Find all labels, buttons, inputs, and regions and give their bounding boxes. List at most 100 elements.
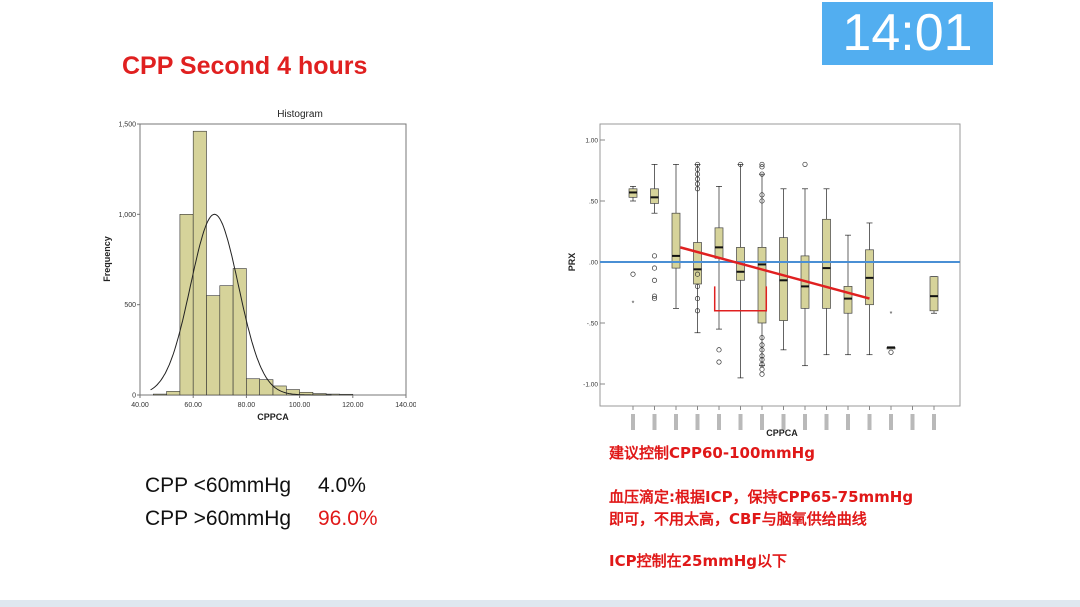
- y-axis-label: PRX: [567, 253, 577, 272]
- x-tick-label: [631, 414, 635, 430]
- box-iqr: [650, 188, 659, 204]
- y-axis-label: Frequency: [102, 236, 112, 282]
- x-tick-label: 140.00: [395, 402, 416, 409]
- histogram-bar: [206, 295, 221, 396]
- x-tick-label: [717, 414, 721, 430]
- box-outlier: [759, 192, 765, 198]
- histogram-bar: [192, 130, 207, 396]
- histogram-bar: [166, 391, 181, 396]
- box-outlier: [651, 293, 658, 299]
- y-tick-label: 1,500: [118, 122, 136, 129]
- box-outlier: [694, 161, 701, 167]
- box-outlier: [759, 371, 765, 377]
- chart-title: Histogram: [277, 109, 323, 120]
- box-outlier: [759, 366, 765, 372]
- y-tick-label: 0: [132, 393, 136, 400]
- histogram-bar: [152, 393, 167, 396]
- box-outlier: [630, 271, 636, 277]
- box-outlier: [888, 349, 894, 355]
- stat-row-below-60: CPP <60mmHg 4.0%: [145, 474, 366, 498]
- y-tick-label: -1.00: [583, 382, 598, 389]
- timer-display: 14:01: [822, 2, 993, 65]
- box-outlier: [694, 181, 701, 187]
- trend-line: [679, 246, 870, 300]
- x-tick-label: [889, 414, 893, 430]
- x-axis-label: CPPCA: [257, 412, 289, 422]
- box-outlier: [759, 353, 765, 359]
- box-extreme: *: [890, 311, 893, 318]
- normal-curve: [150, 213, 332, 396]
- box-iqr: [671, 212, 681, 269]
- box-outlier: [651, 253, 658, 259]
- box-outlier: [759, 198, 765, 204]
- box-outlier: [694, 271, 701, 277]
- stat-label: CPP >60mmHg: [145, 507, 292, 530]
- y-tick-label: 1,000: [118, 212, 136, 219]
- box-outlier: [759, 171, 765, 177]
- x-tick-label: [674, 414, 678, 430]
- x-tick-label: 80.00: [238, 402, 256, 409]
- box-outlier: [737, 161, 744, 167]
- histogram-chart: Histogram 40.00 60.00 80.00 100.00 120.00 140…: [102, 109, 416, 422]
- x-tick-label: 40.00: [131, 402, 149, 409]
- box-outlier: [759, 357, 765, 363]
- box-outlier: [716, 347, 722, 353]
- box-outlier: [802, 161, 808, 167]
- x-tick-label: 120.00: [342, 402, 364, 409]
- histogram-bar: [219, 285, 234, 396]
- histogram-bar: [246, 378, 260, 396]
- x-tick-label: [652, 414, 657, 430]
- box-iqr: [757, 247, 767, 324]
- x-tick-label: [846, 414, 850, 430]
- box-outlier: [759, 342, 765, 348]
- note-bp-titration: 血压滴定:根据ICP，保持CPP65-75mmHg: [609, 488, 914, 506]
- x-tick-label: 60.00: [184, 402, 202, 409]
- stat-value: 4.0%: [318, 474, 366, 497]
- box-outlier: [651, 277, 658, 283]
- highlight-bracket: [713, 286, 768, 312]
- y-tick-label: -.50: [587, 321, 599, 328]
- x-tick-label: [695, 414, 700, 430]
- box-outlier: [694, 186, 701, 192]
- box-outlier: [716, 359, 722, 365]
- histogram-bar: [232, 268, 247, 396]
- x-tick-label: [781, 414, 786, 430]
- note-cpp-target: 建议控制CPP60-100mmHg: [609, 444, 815, 462]
- box-iqr: [693, 242, 702, 285]
- histogram-bar: [339, 393, 354, 396]
- box-extreme: *: [632, 300, 635, 307]
- y-tick-label: 500: [124, 302, 136, 309]
- bottom-strip: [0, 600, 1080, 607]
- x-tick-label: [760, 414, 764, 430]
- box-iqr: [822, 218, 831, 309]
- stat-label: CPP <60mmHg: [145, 474, 292, 497]
- x-tick-label: [867, 414, 872, 430]
- x-axis-label: CPPCA: [766, 428, 798, 438]
- box-outlier: [694, 308, 701, 314]
- box-outlier: [694, 166, 701, 172]
- prx-boxplot-chart: 1.00 .50 .00 -.50 -1.00 * * CPPCA PRX: [567, 123, 961, 438]
- x-tick-label: [932, 414, 936, 430]
- slide-title: CPP Second 4 hours: [122, 52, 368, 80]
- x-tick-label: [910, 414, 915, 430]
- box-iqr: [929, 276, 939, 312]
- box-outlier: [694, 176, 701, 182]
- box-iqr: [843, 286, 853, 314]
- y-tick-label: .00: [589, 260, 598, 267]
- box-outlier: [651, 265, 658, 271]
- y-tick-label: 1.00: [585, 138, 598, 145]
- box-outlier: [759, 161, 765, 167]
- stat-value: 96.0%: [318, 507, 378, 530]
- box-iqr: [714, 227, 724, 259]
- note-cbf: 即可，不用太高，CBF与脑氧供给曲线: [609, 510, 867, 528]
- box-outlier: [651, 296, 658, 302]
- x-tick-label: [738, 414, 743, 430]
- y-tick-label: .50: [589, 199, 598, 206]
- box-outlier: [694, 171, 701, 177]
- x-tick-label: [803, 414, 807, 430]
- box-outlier: [759, 361, 765, 368]
- x-tick-label: 100.00: [289, 402, 311, 409]
- stat-row-above-60: CPP >60mmHg 96.0%: [145, 507, 378, 531]
- histogram-bar: [259, 379, 274, 396]
- note-icp-target: ICP控制在25mmHg以下: [609, 552, 788, 570]
